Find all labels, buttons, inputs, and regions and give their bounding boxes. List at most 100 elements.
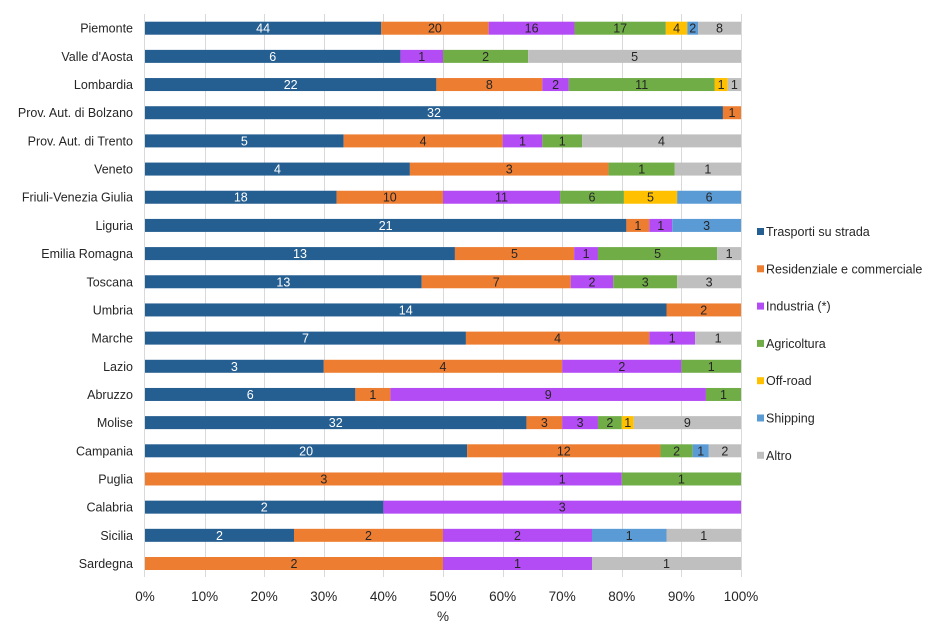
data-label: 1 — [657, 219, 664, 233]
bar-segment-residenziale-e-commerciale — [323, 359, 563, 373]
data-label: 3 — [577, 416, 584, 430]
bar-segment-residenziale-e-commerciale — [421, 275, 571, 289]
data-label: 1 — [726, 247, 733, 261]
bar-segment-residenziale-e-commerciale — [626, 218, 650, 232]
legend-item-residenziale-e-commerciale: Residenziale e commerciale — [757, 262, 922, 276]
bar-segment-agricoltura — [621, 472, 741, 486]
bar-segment-residenziale-e-commerciale — [722, 106, 741, 120]
legend-label: Shipping — [766, 412, 815, 426]
category-labels: Piemonte Valle d'Aosta Lombardia Prov. Aut.… — [18, 22, 133, 571]
bar-segment-agricoltura — [613, 275, 678, 289]
data-label: 7 — [302, 332, 309, 346]
data-label: 11 — [635, 78, 648, 92]
bar-segment-industria — [649, 331, 696, 345]
data-label: 3 — [231, 360, 238, 374]
bar-segment-shipping — [592, 528, 667, 542]
data-label: 1 — [514, 557, 521, 571]
data-label: 20 — [428, 22, 442, 36]
bar-segment-trasporti-su-strada — [145, 275, 422, 289]
bar-segment-trasporti-su-strada — [145, 303, 667, 317]
data-label: 4 — [658, 134, 665, 148]
legend-item-altro: Altro — [757, 449, 792, 463]
bar-segment-altro — [592, 557, 741, 570]
bar-segment-trasporti-su-strada — [145, 387, 356, 401]
bar-segment-agricoltura — [660, 444, 693, 458]
data-label: 1 — [708, 360, 715, 374]
data-label: 5 — [654, 247, 661, 261]
data-label: 2 — [589, 275, 596, 289]
data-label: 1 — [369, 388, 376, 402]
data-label: 1 — [704, 163, 711, 177]
bar-segment-trasporti-su-strada — [145, 444, 468, 458]
legend-swatch — [757, 265, 764, 273]
data-label: 13 — [276, 275, 290, 289]
legend-swatch — [757, 451, 764, 459]
data-label: 2 — [514, 529, 521, 543]
bar-row-prov-aut-di-trento: 5 4 1 1 4 — [145, 134, 741, 148]
bar-row-marche: 7 4 1 1 — [145, 331, 741, 346]
category-label: Piemonte — [80, 22, 133, 36]
bar-segment-industria — [443, 557, 592, 570]
bar-segment-industria — [502, 472, 622, 486]
data-label: 1 — [559, 134, 566, 148]
bar-segment-trasporti-su-strada — [145, 500, 384, 514]
data-label: 20 — [299, 444, 313, 458]
bar-segment-residenziale-e-commerciale — [436, 78, 543, 92]
data-label: 2 — [365, 529, 372, 543]
data-label: 3 — [506, 163, 513, 177]
category-label: Marche — [91, 332, 133, 346]
data-label: 3 — [541, 416, 548, 430]
legend-swatch — [757, 377, 764, 385]
bar-row-umbria: 14 2 — [145, 303, 741, 317]
data-label: 13 — [293, 247, 307, 261]
data-label: 6 — [247, 388, 254, 402]
bar-row-lazio: 3 4 2 1 — [145, 359, 741, 374]
data-label: 1 — [697, 444, 704, 458]
bars: 44 20 16 17 4 2 86 1 2 522 8 2 11 1 132 15 4 1 1 44 3 1 118 10 1… — [145, 21, 741, 571]
bar-segment-residenziale-e-commerciale — [381, 21, 489, 35]
data-label: 4 — [554, 332, 561, 346]
data-label: 1 — [638, 163, 645, 177]
data-label: 2 — [721, 444, 728, 458]
bar-segment-industria — [562, 359, 682, 373]
bar-segment-altro — [708, 444, 741, 458]
category-label: Molise — [97, 416, 133, 430]
data-label: 4 — [440, 360, 447, 374]
bar-segment-industria — [383, 500, 741, 514]
data-label: 44 — [256, 22, 270, 36]
data-label: 12 — [557, 444, 571, 458]
bar-segment-shipping — [692, 444, 709, 458]
category-label: Abruzzo — [87, 388, 133, 402]
data-label: 2 — [606, 416, 613, 430]
data-label: 5 — [647, 191, 654, 205]
gridlines — [205, 14, 742, 577]
data-label: 1 — [720, 388, 727, 402]
bar-segment-trasporti-su-strada — [145, 134, 344, 148]
bar-segment-off-road — [621, 416, 634, 430]
bar-segment-industria — [570, 275, 614, 289]
bar-segment-industria — [488, 21, 575, 35]
bar-segment-altro — [695, 331, 741, 345]
data-label: 4 — [274, 163, 281, 177]
legend: Trasporti su strada Residenziale e commer… — [757, 225, 922, 463]
data-label: 17 — [613, 22, 627, 36]
bar-segment-off-road — [623, 190, 678, 204]
bar-segment-agricoltura — [542, 134, 583, 148]
data-label: 1 — [715, 332, 722, 346]
legend-swatch — [757, 228, 764, 235]
data-label: 1 — [700, 529, 707, 543]
bar-segment-trasporti-su-strada — [145, 162, 410, 176]
bar-segment-altro — [717, 247, 741, 261]
bar-segment-residenziale-e-commerciale — [294, 528, 443, 542]
bar-row-sardegna: 2 1 1 — [145, 557, 741, 571]
category-label: Sardegna — [79, 557, 133, 571]
data-label: 6 — [706, 191, 713, 205]
x-tick-label: 70% — [549, 589, 576, 604]
bar-segment-trasporti-su-strada — [145, 247, 455, 261]
data-label: 8 — [486, 78, 493, 92]
data-label: 18 — [234, 191, 248, 205]
data-label: 1 — [663, 557, 670, 571]
category-label: Puglia — [98, 472, 133, 486]
bar-row-campania: 20 12 2 1 2 — [145, 444, 741, 458]
